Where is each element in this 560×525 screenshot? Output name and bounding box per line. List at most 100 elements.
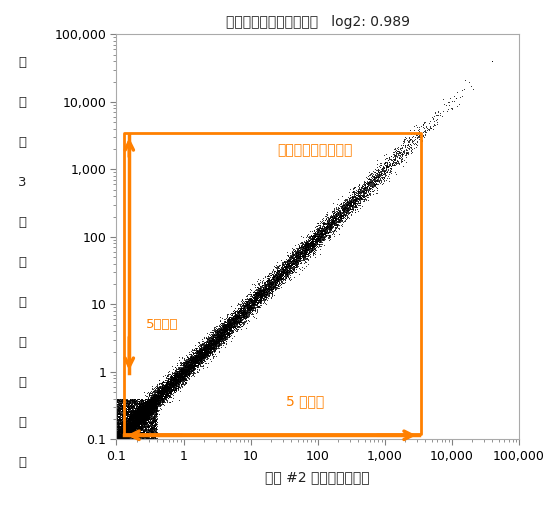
Point xyxy=(207,330,216,339)
Point xyxy=(136,396,144,404)
Point xyxy=(234,311,243,319)
Point xyxy=(239,308,248,316)
Point xyxy=(123,415,132,423)
Point xyxy=(144,397,153,406)
Point xyxy=(112,435,121,444)
Point xyxy=(119,403,128,411)
Point xyxy=(342,203,351,212)
Point xyxy=(337,214,346,222)
Point xyxy=(198,340,207,348)
Point xyxy=(379,172,388,181)
Point xyxy=(145,426,154,434)
Point xyxy=(433,111,442,119)
Point xyxy=(238,312,247,321)
Point xyxy=(136,418,144,426)
Point xyxy=(123,423,132,432)
Point xyxy=(240,307,249,316)
Point xyxy=(310,231,319,239)
Point xyxy=(315,227,324,235)
Point xyxy=(112,435,121,444)
Point xyxy=(221,326,230,334)
Point xyxy=(167,379,176,387)
Point xyxy=(115,410,124,418)
Point xyxy=(166,371,175,379)
Point xyxy=(137,411,146,419)
Point xyxy=(264,291,273,299)
Point xyxy=(356,196,365,204)
Point xyxy=(188,357,197,365)
Point xyxy=(128,421,137,429)
Point xyxy=(129,414,138,422)
Point xyxy=(141,413,150,422)
Point xyxy=(203,343,212,351)
Point xyxy=(141,407,150,416)
Point xyxy=(116,400,125,408)
Point xyxy=(147,395,156,403)
Point xyxy=(128,425,137,433)
Point xyxy=(279,267,288,276)
Point xyxy=(198,353,207,362)
Point xyxy=(127,414,136,422)
Point xyxy=(225,318,234,326)
Point xyxy=(136,419,144,428)
Point xyxy=(153,405,162,414)
Point xyxy=(112,428,121,437)
Point xyxy=(150,403,158,412)
Point xyxy=(157,382,166,390)
Point xyxy=(168,377,177,386)
Point xyxy=(125,418,134,427)
Point xyxy=(144,406,153,414)
Point xyxy=(367,171,376,180)
Point xyxy=(118,432,127,440)
Point xyxy=(218,333,227,342)
Point xyxy=(175,372,184,381)
Point xyxy=(112,425,121,434)
Point xyxy=(312,234,321,243)
Point xyxy=(251,285,260,293)
Point xyxy=(182,376,191,385)
Point xyxy=(127,396,136,404)
Point xyxy=(112,435,121,444)
Point xyxy=(114,429,123,438)
Point xyxy=(148,399,157,407)
Point xyxy=(228,318,237,326)
Point xyxy=(164,383,173,392)
Point xyxy=(338,201,347,209)
Point xyxy=(369,186,378,195)
Point xyxy=(250,296,259,304)
Point xyxy=(199,353,208,362)
Point xyxy=(175,379,184,387)
Point xyxy=(114,403,123,412)
Point xyxy=(280,262,289,271)
Point xyxy=(297,254,306,262)
Point xyxy=(136,416,144,424)
Point xyxy=(112,435,121,444)
Point xyxy=(112,435,121,444)
Point xyxy=(119,424,128,432)
Point xyxy=(146,422,155,430)
Point xyxy=(151,433,160,441)
Point xyxy=(129,427,138,436)
Point xyxy=(112,435,121,444)
Point xyxy=(127,417,136,425)
Point xyxy=(112,435,121,444)
Point xyxy=(208,341,217,349)
Point xyxy=(184,369,193,377)
Point xyxy=(112,435,121,444)
Point xyxy=(141,422,150,430)
Point xyxy=(140,401,149,409)
Point xyxy=(112,425,121,434)
Point xyxy=(112,426,121,434)
Point xyxy=(112,432,121,440)
Point xyxy=(312,236,321,244)
Point xyxy=(165,393,174,401)
Point xyxy=(254,289,263,298)
Point xyxy=(312,242,321,250)
Point xyxy=(112,435,121,444)
Point xyxy=(334,204,343,212)
Point xyxy=(112,407,121,416)
Point xyxy=(138,420,147,428)
Point xyxy=(276,273,285,281)
Point xyxy=(205,342,214,350)
Point xyxy=(237,319,246,328)
